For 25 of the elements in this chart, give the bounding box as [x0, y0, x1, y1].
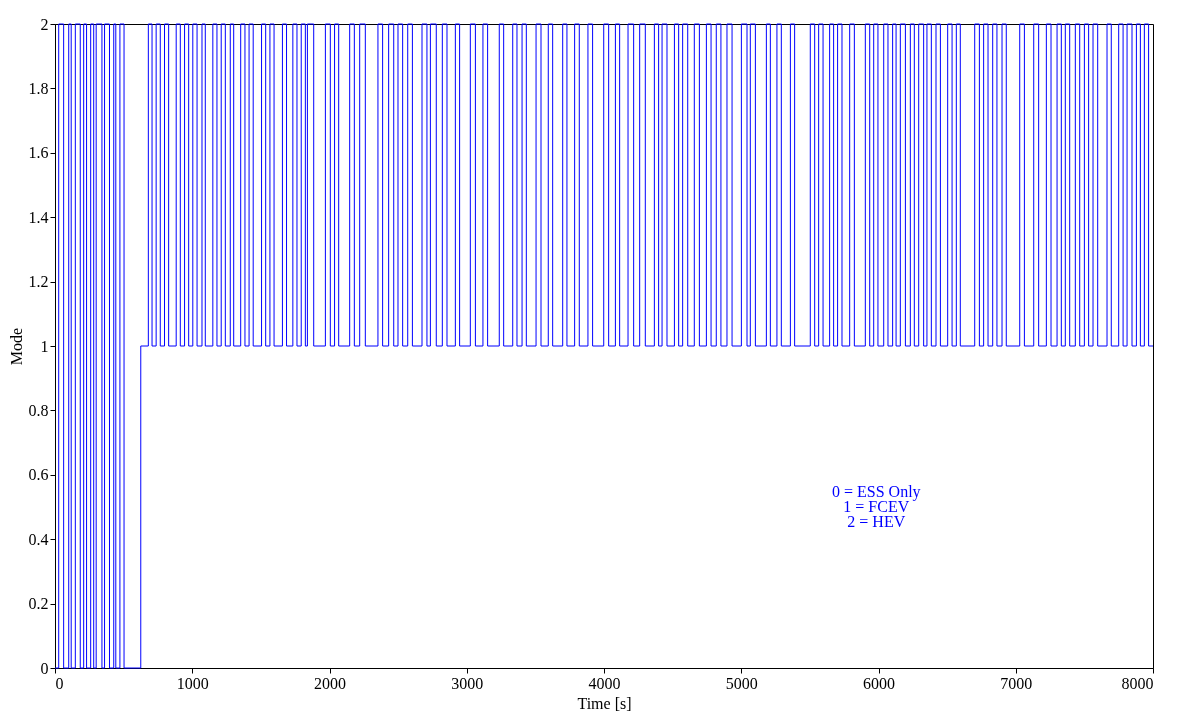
y-tick-label: 1.2 [28, 273, 49, 291]
x-tick-label: 4000 [588, 674, 621, 692]
x-axis-title: Time [s] [577, 694, 632, 712]
x-tick-label: 7000 [1000, 674, 1033, 692]
x-tick-label: 8000 [1121, 674, 1154, 692]
x-tick-label: 5000 [725, 674, 758, 692]
y-tick-label: 1.4 [28, 208, 49, 226]
y-tick-label: 0.4 [28, 530, 49, 548]
annotation: 2 = HEV [847, 513, 906, 531]
x-tick-label: 0 [55, 674, 64, 692]
y-tick-label: 1 [40, 337, 49, 355]
annotation: 0 = ESS Only [832, 482, 921, 501]
y-tick-label: 1.6 [28, 144, 49, 162]
x-tick-label: 3000 [451, 674, 484, 692]
annotation: 1 = FCEV [843, 498, 910, 515]
y-tick-label: 0.2 [28, 595, 49, 613]
y-tick-label: 0.6 [28, 466, 49, 484]
y-tick-label: 0.8 [28, 401, 49, 419]
x-tick-label: 6000 [863, 674, 895, 692]
y-tick-label: 1.8 [28, 79, 49, 97]
y-tick-label: 2 [40, 15, 49, 33]
x-tick-label: 2000 [314, 674, 346, 692]
y-tick-label: 0 [40, 659, 49, 677]
x-tick-label: 1000 [176, 674, 209, 692]
y-axis-title: Mode [7, 327, 25, 366]
